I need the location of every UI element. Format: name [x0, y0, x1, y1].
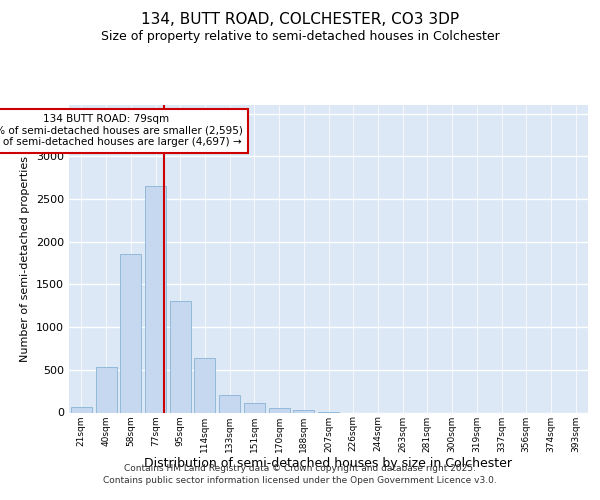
Bar — [219, 396, 240, 412]
Bar — [120, 254, 141, 412]
Bar — [194, 358, 215, 412]
Text: Contains HM Land Registry data © Crown copyright and database right 2025.: Contains HM Land Registry data © Crown c… — [124, 464, 476, 473]
X-axis label: Distribution of semi-detached houses by size in Colchester: Distribution of semi-detached houses by … — [145, 457, 512, 470]
Y-axis label: Number of semi-detached properties: Number of semi-detached properties — [20, 156, 31, 362]
Text: Size of property relative to semi-detached houses in Colchester: Size of property relative to semi-detach… — [101, 30, 499, 43]
Bar — [71, 406, 92, 412]
Bar — [244, 403, 265, 412]
Text: 134 BUTT ROAD: 79sqm
← 35% of semi-detached houses are smaller (2,595)
  63% of : 134 BUTT ROAD: 79sqm ← 35% of semi-detac… — [0, 114, 242, 148]
Text: Contains public sector information licensed under the Open Government Licence v3: Contains public sector information licen… — [103, 476, 497, 485]
Bar — [95, 367, 116, 412]
Text: 134, BUTT ROAD, COLCHESTER, CO3 3DP: 134, BUTT ROAD, COLCHESTER, CO3 3DP — [141, 12, 459, 28]
Bar — [170, 300, 191, 412]
Bar — [293, 410, 314, 412]
Bar — [269, 408, 290, 412]
Bar — [145, 186, 166, 412]
